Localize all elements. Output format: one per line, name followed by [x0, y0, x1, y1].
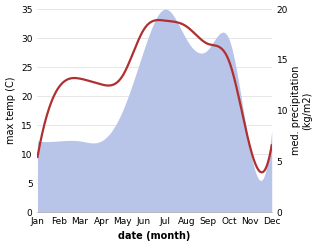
Y-axis label: med. precipitation
(kg/m2): med. precipitation (kg/m2) — [291, 66, 313, 155]
X-axis label: date (month): date (month) — [118, 231, 191, 242]
Y-axis label: max temp (C): max temp (C) — [5, 77, 16, 144]
